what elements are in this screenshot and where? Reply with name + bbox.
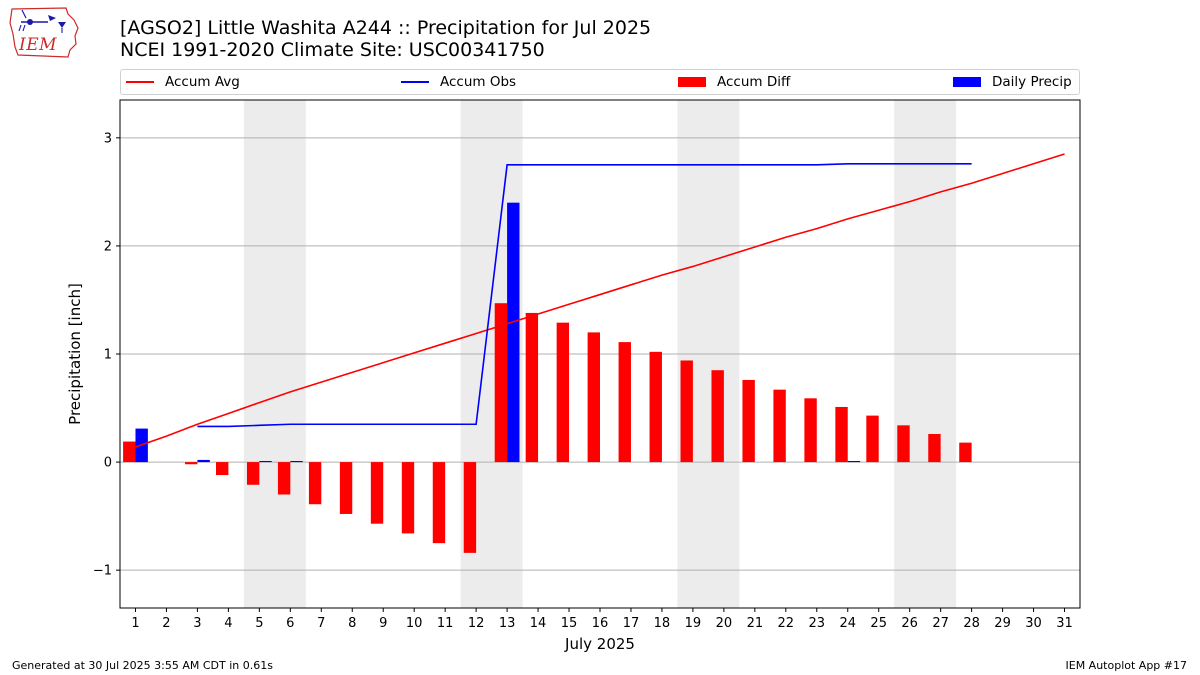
legend-item-accum-avg: Accum Avg [126, 70, 240, 94]
x-tick-label: 19 [685, 616, 702, 631]
x-tick-label: 26 [901, 616, 918, 631]
x-tick-label: 21 [747, 616, 764, 631]
x-tick-label: 31 [1056, 616, 1073, 631]
x-tick-label: 16 [592, 616, 609, 631]
legend-item-daily-precip: Daily Precip [953, 70, 1072, 94]
accum-diff-bar [123, 441, 136, 463]
legend-label-accum-diff: Accum Diff [717, 74, 791, 90]
accum-diff-bar [587, 332, 600, 463]
y-tick-label: 2 [104, 239, 112, 254]
x-tick-label: 28 [963, 616, 980, 631]
x-tick-label: 12 [468, 616, 485, 631]
accum-diff-bar [494, 303, 508, 463]
x-tick-label: 27 [932, 616, 949, 631]
title-line-2: NCEI 1991-2020 Climate Site: USC00341750 [120, 39, 545, 61]
x-tick-label: 6 [286, 616, 294, 631]
accum-diff-bar [835, 406, 848, 463]
x-tick-label: 10 [406, 616, 423, 631]
accum-obs-line [197, 162, 972, 428]
accum-diff-bar [556, 322, 570, 463]
accum-diff-bar [525, 312, 539, 463]
daily-precip-bar [259, 461, 272, 463]
x-tick-label: 25 [870, 616, 887, 631]
legend-item-accum-obs: Accum Obs [401, 70, 516, 94]
x-tick-label: 29 [994, 616, 1011, 631]
x-tick-label: 24 [839, 616, 856, 631]
accum-diff-bar [216, 462, 229, 476]
accum-diff-bar [866, 415, 879, 463]
accum-diff-bar [928, 433, 941, 463]
x-tick-label: 13 [499, 616, 516, 631]
accum-diff-bar [185, 462, 198, 465]
x-tick-label: 30 [1025, 616, 1042, 631]
daily-precip-bar [197, 459, 210, 463]
legend: Accum Avg Accum Obs Accum Diff Daily Pre… [120, 69, 1080, 95]
daily-precip-bar [290, 461, 303, 463]
x-tick-label: 5 [255, 616, 263, 631]
legend-swatch-accum-diff [678, 77, 706, 87]
legend-swatch-daily-precip [953, 77, 981, 87]
accum-diff-bar [339, 462, 353, 514]
x-tick-label: 3 [193, 616, 201, 631]
accum-diff-bar [432, 462, 446, 544]
iem-iowa-weather-logo-icon [9, 7, 79, 58]
y-tick-label: 1 [104, 348, 112, 363]
legend-label-accum-obs: Accum Obs [440, 74, 517, 90]
accum-diff-bar [649, 351, 662, 463]
x-tick-label: 8 [348, 616, 356, 631]
x-tick-label: 20 [716, 616, 733, 631]
accum-diff-bar [246, 462, 260, 485]
x-tick-label: 7 [317, 616, 325, 631]
accum-diff-bar [308, 462, 322, 505]
logo-text: IEM [19, 35, 58, 55]
accum-diff-bar [959, 442, 972, 463]
legend-label-accum-avg: Accum Avg [165, 74, 240, 90]
accum-diff-bar [711, 370, 724, 463]
accum-avg-line [135, 153, 1065, 448]
chart-title: [AGSO2] Little Washita A244 :: Precipita… [120, 17, 651, 61]
x-tick-label: 9 [379, 616, 387, 631]
accum-diff-bar [897, 425, 910, 463]
footer-generated: Generated at 30 Jul 2025 3:55 AM CDT in … [12, 659, 273, 672]
x-tick-label: 18 [654, 616, 671, 631]
footer-app: IEM Autoplot App #17 [1065, 659, 1188, 672]
x-tick-label: 14 [530, 616, 547, 631]
x-tick-label: 17 [623, 616, 640, 631]
accum-diff-bar [370, 462, 384, 524]
x-tick-label: 22 [778, 616, 795, 631]
accum-diff-bar [804, 398, 817, 463]
y-axis-label: Precipitation [inch] [66, 283, 84, 425]
accum-diff-bar [463, 462, 477, 553]
accum-diff-bar [618, 342, 631, 463]
legend-label-daily-precip: Daily Precip [992, 74, 1072, 90]
y-tick-label: −1 [93, 564, 112, 579]
x-tick-label: 2 [162, 616, 170, 631]
x-tick-label: 4 [224, 616, 232, 631]
accum-diff-bar [742, 379, 755, 463]
iem-logo: IEM [8, 6, 80, 60]
x-tick-label: 15 [561, 616, 578, 631]
x-tick-label: 23 [809, 616, 826, 631]
x-axis-label: July 2025 [564, 635, 635, 653]
legend-item-accum-diff: Accum Diff [678, 70, 790, 94]
title-line-1: [AGSO2] Little Washita A244 :: Precipita… [120, 17, 652, 39]
y-tick-label: 0 [104, 456, 112, 471]
accum-diff-bar [680, 360, 693, 463]
accum-diff-bar [277, 462, 291, 495]
daily-precip-bar [507, 202, 520, 463]
accum-diff-bar [773, 389, 786, 463]
legend-swatch-accum-obs [401, 81, 429, 83]
legend-swatch-accum-avg [126, 81, 154, 83]
y-tick-label: 3 [104, 131, 112, 146]
x-tick-label: 11 [437, 616, 454, 631]
accum-diff-bar [401, 462, 415, 534]
x-tick-label: 1 [131, 616, 139, 631]
daily-precip-bar [847, 461, 861, 463]
